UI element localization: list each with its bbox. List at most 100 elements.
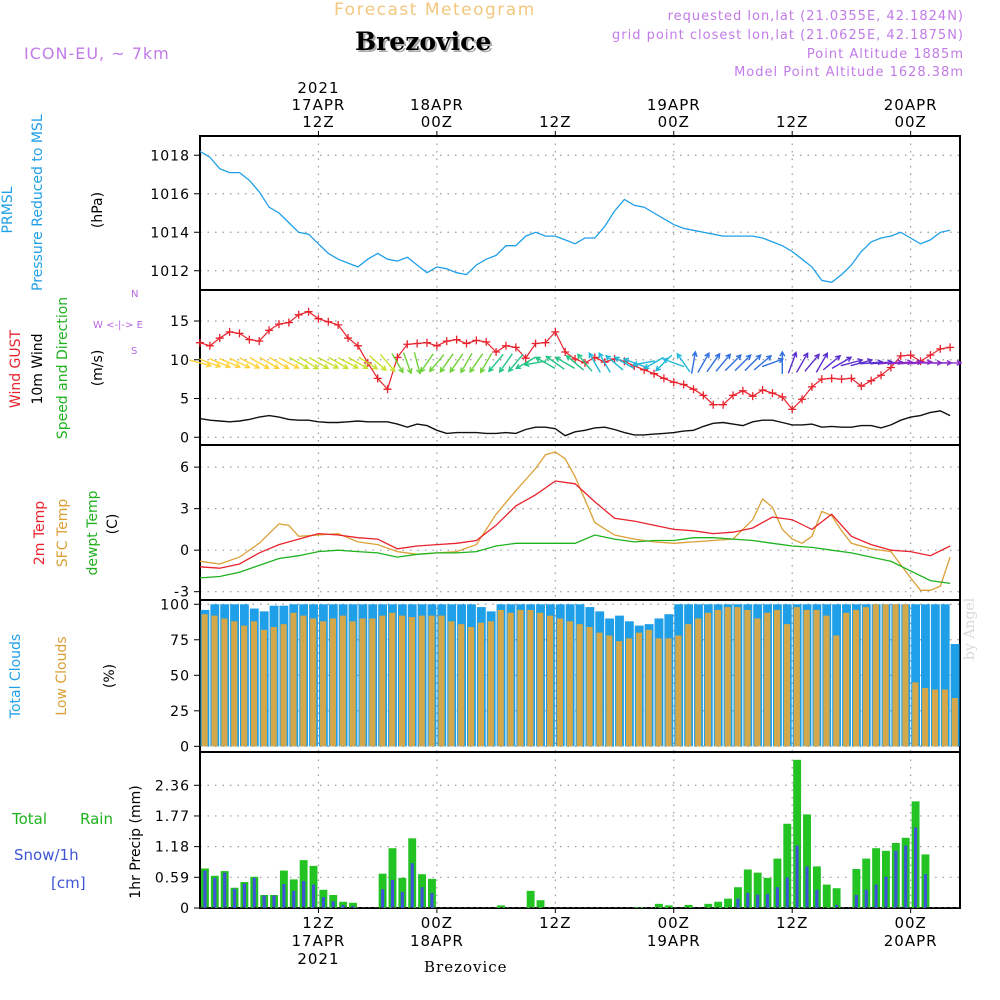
series-line-temperature-sfc-temp — [199, 451, 951, 591]
gust-point-marker — [324, 317, 333, 326]
bar-snow — [775, 887, 779, 908]
gust-point-marker — [738, 386, 747, 395]
gust-point-marker — [768, 389, 777, 398]
gust-point-marker — [413, 339, 422, 348]
gust-point-marker — [452, 335, 461, 344]
series-line-pressure-prmsl — [199, 150, 951, 283]
y-tick-label-precip: 0.59 — [155, 870, 190, 886]
wind-direction-arrow — [598, 352, 611, 373]
wind-direction-arrow — [761, 357, 785, 368]
y-tick-label-wind: 10 — [170, 353, 190, 369]
gust-point-marker — [946, 343, 955, 352]
y-tick-label-wind: 15 — [170, 314, 190, 330]
bar-low-clouds — [329, 618, 337, 747]
footer-location: Brezovice — [424, 958, 508, 976]
y-tick-label-pressure: 1012 — [150, 264, 190, 280]
wind-direction-arrow — [308, 356, 330, 370]
bar-low-clouds — [616, 641, 623, 747]
y-tick-label-clouds: 0 — [180, 739, 190, 755]
gust-point-marker — [383, 385, 392, 394]
bar-low-clouds — [941, 689, 948, 747]
bar-rain — [812, 866, 821, 908]
wind-direction-arrow — [787, 351, 798, 374]
wind-direction-arrow — [840, 358, 864, 367]
wind-direction-arrow — [298, 356, 320, 370]
y-tick-label-clouds: 100 — [160, 597, 190, 613]
bar-snow — [400, 891, 404, 908]
bar-snow — [914, 827, 918, 908]
bar-low-clouds — [625, 638, 633, 747]
y-tick-label-clouds: 50 — [170, 668, 190, 684]
gust-point-marker — [314, 314, 323, 323]
gust-point-marker — [896, 351, 905, 360]
precip-label-total: Total — [12, 810, 48, 828]
bar-rain — [743, 869, 752, 908]
wind-direction-arrow — [488, 353, 504, 373]
bar-low-clouds — [497, 609, 504, 747]
bar-snow — [746, 892, 750, 908]
gust-point-marker — [867, 376, 876, 385]
wind-direction-arrow — [889, 359, 914, 366]
time-label-top: 2021 — [297, 79, 339, 97]
wind-direction-arrow — [676, 352, 691, 373]
wind-direction-arrow — [899, 359, 924, 366]
time-label-bottom: 17APR — [292, 932, 346, 950]
y-tick-label-temperature: 0 — [180, 543, 190, 559]
bar-low-clouds — [320, 621, 327, 747]
gust-point-marker — [423, 338, 432, 347]
bar-low-clouds — [201, 614, 208, 747]
bar-low-clouds — [892, 604, 899, 747]
bar-snow — [765, 893, 770, 908]
bar-rain — [862, 858, 871, 908]
gust-point-marker — [798, 395, 807, 404]
y-tick-label-pressure: 1016 — [150, 187, 190, 203]
wind-direction-arrow — [643, 356, 664, 370]
wind-direction-arrow — [318, 357, 340, 369]
wind-direction-arrow — [804, 353, 820, 372]
bar-rain — [664, 905, 673, 908]
compass-s: S — [131, 346, 138, 357]
bar-rain — [872, 848, 881, 908]
bar-rain — [753, 872, 762, 908]
bar-rain — [526, 890, 535, 908]
bar-snow — [430, 892, 434, 908]
wind-direction-arrow — [655, 354, 673, 372]
gust-point-marker — [353, 341, 362, 350]
bar-rain — [714, 901, 723, 908]
bar-snow — [756, 894, 760, 908]
bar-low-clouds — [468, 626, 475, 747]
wind-direction-arrow — [337, 357, 360, 369]
wind-direction-arrow — [831, 356, 853, 370]
bar-low-clouds — [250, 621, 258, 747]
gust-point-marker — [709, 400, 718, 409]
wind-direction-arrow — [199, 358, 222, 369]
gust-point-marker — [906, 351, 915, 360]
wind-direction-arrow — [576, 353, 593, 372]
y-tick-label-pressure: 1014 — [150, 225, 190, 241]
bar-rain — [349, 902, 357, 908]
y-tick-label-pressure: 1018 — [150, 148, 190, 164]
bar-low-clouds — [566, 621, 573, 747]
wind-direction-arrow — [402, 352, 413, 375]
wind-direction-arrow — [662, 357, 685, 368]
bar-low-clouds — [882, 604, 889, 747]
gust-point-marker — [561, 348, 570, 356]
wind-direction-arrow — [379, 353, 396, 373]
compass-we: W <-|-> E — [93, 320, 143, 331]
gust-point-marker — [936, 344, 945, 353]
point-altitude: Point Altitude 1885m — [806, 47, 964, 62]
bar-rain — [704, 903, 713, 908]
time-label-top: 12Z — [539, 113, 571, 131]
wind-direction-arrow — [413, 352, 422, 375]
bar-low-clouds — [556, 618, 564, 747]
y-tick-label-temperature: -3 — [174, 585, 190, 601]
y-tick-label-precip: 2.36 — [155, 778, 190, 794]
wind-direction-arrow — [604, 354, 624, 371]
bar-rain — [684, 904, 693, 908]
time-label-bottom: 12Z — [776, 914, 808, 932]
time-label-top: 19APR — [647, 96, 701, 114]
wind-direction-arrow — [278, 357, 300, 369]
time-label-top: 17APR — [292, 96, 346, 114]
gust-point-marker — [511, 343, 520, 352]
wind-direction-arrow — [697, 352, 710, 373]
